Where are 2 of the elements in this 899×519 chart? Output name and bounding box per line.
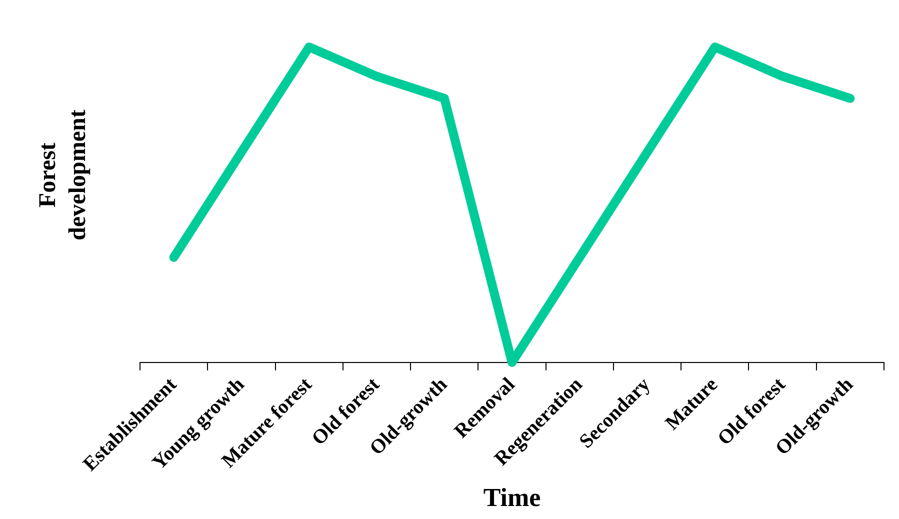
y-axis-title: Forest development bbox=[34, 108, 92, 242]
x-axis-title: Time bbox=[483, 483, 541, 512]
